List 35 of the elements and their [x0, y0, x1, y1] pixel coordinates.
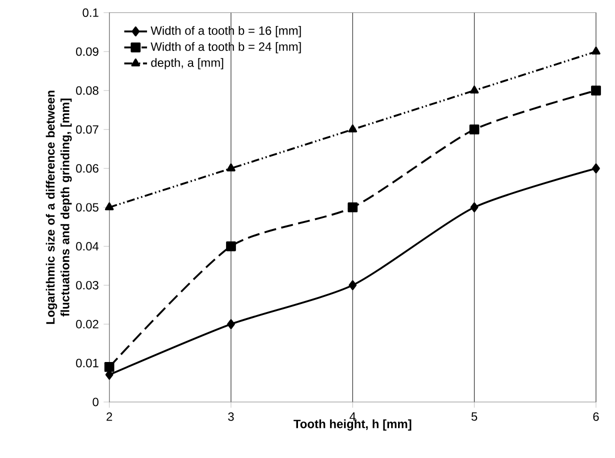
y-tick-label: 0.06: [76, 164, 98, 173]
legend-label: Width of a tooth b = 24 [mm]: [150, 42, 301, 54]
point: [348, 124, 358, 132]
x-tick-label: 2: [106, 412, 112, 421]
y-tick-label: 0.08: [76, 86, 98, 95]
y-tick-label: 0.04: [76, 242, 99, 251]
y-tick-label: 0.09: [76, 47, 98, 56]
y-tick-label: 0.03: [76, 280, 98, 290]
y-tick-label: 0.07: [76, 125, 98, 134]
point: [592, 46, 600, 55]
point: [469, 124, 480, 134]
x-tick-label: 5: [471, 412, 478, 421]
point: [104, 202, 114, 210]
point: [470, 86, 479, 94]
y-axis-title: Logarithmic size of a difference between fluctuations and depth grinding, [mm]: [46, 90, 72, 324]
point: [348, 280, 357, 290]
legend-label: depth, a [mm]: [151, 58, 224, 70]
y-tick-label: 0: [92, 398, 98, 406]
point: [348, 202, 358, 212]
x-tick-label: 6: [593, 412, 599, 421]
point: [104, 362, 114, 372]
legend-label: Width of a tooth b = 16 [mm]: [150, 26, 301, 38]
x-tick-label: 3: [228, 412, 234, 421]
point: [470, 202, 478, 212]
point: [591, 86, 601, 96]
x-axis-title: Tooth height, h [mm]: [294, 419, 412, 431]
y-tick-label: 0.01: [76, 358, 98, 368]
y-tick-label: 0.02: [76, 320, 98, 328]
point: [227, 319, 235, 330]
y-tick-label: 0.05: [76, 203, 98, 212]
point: [592, 163, 600, 174]
y-tick-label: 0.1: [82, 8, 98, 17]
point: [226, 163, 236, 172]
point: [226, 241, 236, 252]
x-tick-label: 4: [350, 412, 356, 421]
